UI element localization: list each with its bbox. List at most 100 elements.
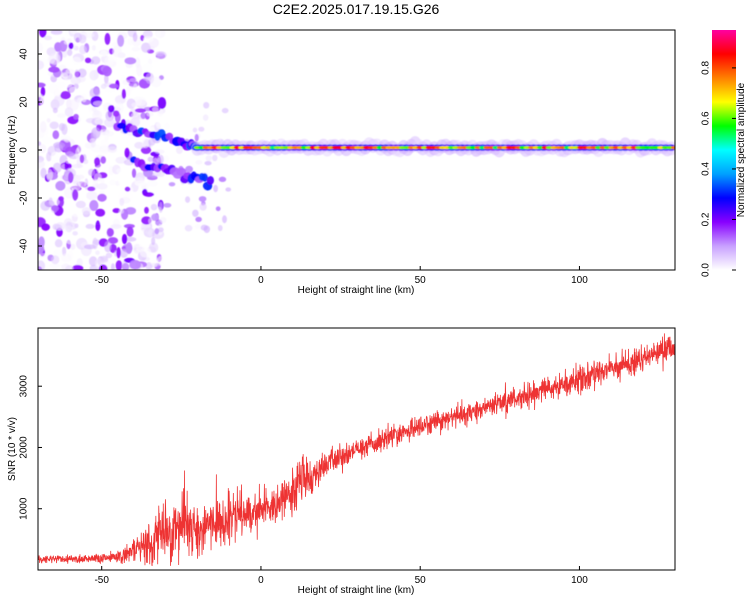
spectral-blob <box>50 30 63 35</box>
spectral-blob <box>72 231 78 236</box>
spectral-blob <box>39 144 47 154</box>
spectral-blob <box>142 62 154 73</box>
spectral-blob <box>51 255 60 265</box>
spectral-blob <box>93 173 102 182</box>
spectral-blob <box>100 83 107 89</box>
x-tick-label: 50 <box>415 275 427 286</box>
spectral-blob <box>102 66 112 77</box>
spectral-blob <box>83 32 95 38</box>
spectral-blob <box>107 57 119 62</box>
spectral-blob <box>63 225 73 233</box>
spectral-blob <box>192 127 198 133</box>
spectral-blob <box>127 37 135 46</box>
spectral-blob <box>68 98 79 111</box>
spectral-blob <box>98 147 110 155</box>
spectral-blob <box>90 140 96 148</box>
spectral-blob <box>40 120 47 133</box>
spectral-blob <box>55 222 66 231</box>
spectral-blob <box>76 75 86 83</box>
spectral-blob <box>73 113 79 120</box>
spectral-blob <box>72 264 84 270</box>
spectral-blob <box>41 223 50 231</box>
spectral-blob <box>144 206 149 214</box>
spectral-blob <box>105 252 113 259</box>
spectral-blob <box>65 151 75 158</box>
spectral-blob <box>122 79 131 86</box>
x-tick-label: -50 <box>94 275 109 286</box>
spectral-blob <box>65 265 74 270</box>
spectral-blob <box>63 218 73 228</box>
x-tick-label: 100 <box>571 275 588 286</box>
spectral-blob <box>38 42 43 53</box>
spectral-blob <box>46 151 52 162</box>
spectral-blob <box>198 196 207 202</box>
colorbar-tick-label: 0.2 <box>701 212 712 226</box>
spectral-blob <box>204 160 212 166</box>
spectral-blob <box>192 209 199 218</box>
spectral-blob <box>670 146 675 150</box>
spectral-blob <box>124 186 131 192</box>
spectral-blob <box>185 165 193 173</box>
spectral-blob <box>131 102 139 108</box>
spectral-blob <box>68 42 74 50</box>
spectral-blob <box>112 45 123 58</box>
spectral-blob <box>185 196 191 203</box>
spectral-blob <box>95 208 106 217</box>
spectral-blob <box>49 263 61 269</box>
spectral-blob <box>49 52 61 65</box>
spectral-blob <box>88 168 96 177</box>
spectral-blob <box>108 83 119 89</box>
x-tick-label: 0 <box>258 575 264 586</box>
spectral-blob <box>42 135 53 145</box>
spectral-blob <box>124 57 137 65</box>
spectral-blob <box>124 236 137 242</box>
spectral-blob <box>52 107 58 114</box>
spectral-blob <box>146 180 158 187</box>
spectral-blob <box>84 57 92 64</box>
spectral-blob <box>150 203 158 211</box>
spectral-blob <box>104 240 112 253</box>
spectral-blob <box>76 145 83 153</box>
spectral-blob <box>194 223 201 229</box>
spectral-blob <box>50 151 59 163</box>
spectral-blob <box>131 168 137 178</box>
spectral-blob <box>106 227 114 237</box>
spectral-blob <box>116 168 123 174</box>
spectral-blob <box>152 57 161 63</box>
spectral-blob <box>85 223 95 229</box>
spectral-blob <box>212 154 218 162</box>
spectral-blob <box>72 56 82 66</box>
spectral-blob <box>86 191 98 201</box>
spectral-blob <box>91 127 101 139</box>
spectral-blob <box>93 109 100 116</box>
spectral-blob <box>143 192 155 197</box>
spectral-blob <box>74 69 80 79</box>
spectral-blob <box>157 171 165 178</box>
spectral-blob <box>46 118 51 123</box>
colorbar: 0.0 0.2 0.4 0.6 0.8 Normalized spectral ampl… <box>701 30 747 277</box>
spectral-blob <box>124 147 130 158</box>
spectral-blob <box>115 260 123 270</box>
spectral-blob <box>48 66 60 73</box>
spectral-blob <box>95 220 101 232</box>
spectral-blob <box>38 141 42 147</box>
spectral-blob <box>97 193 107 202</box>
spectral-blob <box>64 30 70 37</box>
spectral-blob <box>81 93 87 103</box>
spectral-blob <box>156 30 162 38</box>
spectral-blob <box>107 146 118 153</box>
spectral-blob <box>156 157 162 163</box>
spectral-blob <box>52 130 60 140</box>
spectral-blob <box>126 85 131 97</box>
spectral-blob <box>194 133 199 142</box>
spectral-blob <box>110 224 122 230</box>
spectral-blob <box>49 121 59 130</box>
spectral-blob <box>51 205 59 212</box>
snr-series-line <box>38 333 675 567</box>
spectral-blob <box>60 91 71 100</box>
spectral-blob <box>205 155 213 162</box>
y-tick-label: -40 <box>19 238 30 253</box>
spectral-blob <box>62 72 69 80</box>
spectral-blob <box>83 159 89 165</box>
